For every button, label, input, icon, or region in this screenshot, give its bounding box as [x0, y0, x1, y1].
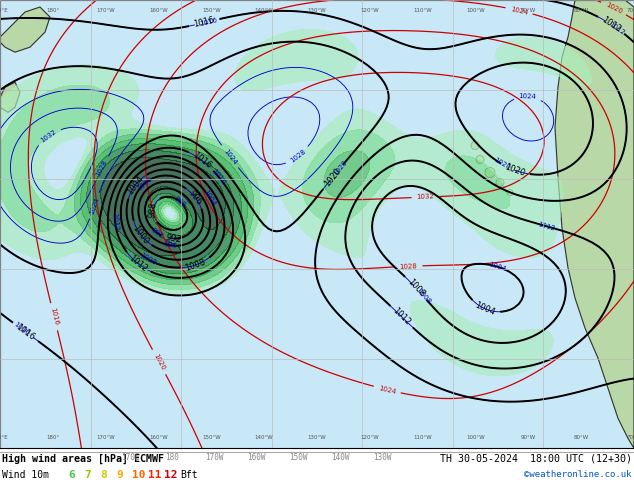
Text: 100°W: 100°W: [466, 8, 485, 13]
Text: 80°W: 80°W: [574, 435, 589, 441]
Text: 1012: 1012: [537, 221, 556, 232]
Text: 1000: 1000: [136, 175, 153, 192]
Circle shape: [476, 155, 484, 164]
Text: 9: 9: [116, 470, 123, 480]
Text: 140°W: 140°W: [255, 8, 273, 13]
Text: 992: 992: [165, 233, 183, 245]
Text: 170°E: 170°E: [0, 8, 8, 13]
Text: 150W: 150W: [288, 453, 307, 462]
Text: 120°W: 120°W: [361, 435, 379, 441]
Polygon shape: [555, 0, 634, 448]
Circle shape: [471, 142, 479, 149]
Text: 170W: 170W: [205, 453, 223, 462]
Text: 8: 8: [100, 470, 107, 480]
Text: 150°W: 150°W: [202, 435, 221, 441]
Text: 1016: 1016: [49, 307, 59, 326]
Text: 150°W: 150°W: [202, 8, 221, 13]
Text: 1012: 1012: [391, 306, 412, 327]
Text: 1004: 1004: [474, 300, 496, 317]
Text: 1016: 1016: [15, 322, 37, 342]
Text: 996: 996: [163, 242, 178, 249]
Text: 1020: 1020: [493, 157, 512, 171]
Text: 180: 180: [165, 453, 179, 462]
Text: 1012: 1012: [111, 213, 119, 231]
Text: 90°W: 90°W: [521, 435, 536, 441]
Text: 10: 10: [132, 470, 145, 480]
Text: 1020: 1020: [503, 162, 526, 178]
Polygon shape: [0, 7, 50, 52]
Text: 130W: 130W: [373, 453, 391, 462]
Polygon shape: [0, 0, 634, 448]
Text: 11: 11: [148, 470, 162, 480]
Text: 1008: 1008: [406, 277, 427, 299]
Text: 1032: 1032: [417, 194, 434, 200]
Text: 6: 6: [68, 470, 75, 480]
Text: 140W: 140W: [331, 453, 349, 462]
Text: Bft: Bft: [180, 470, 198, 480]
Text: 1020: 1020: [323, 166, 343, 188]
Text: 1024: 1024: [510, 6, 528, 16]
Text: ©weatheronline.co.uk: ©weatheronline.co.uk: [524, 470, 632, 479]
Text: 170°E: 170°E: [0, 435, 8, 441]
Text: 1012: 1012: [600, 15, 623, 34]
Text: 130°W: 130°W: [307, 8, 327, 13]
Text: 1004: 1004: [202, 188, 216, 207]
Text: 996: 996: [187, 188, 204, 206]
Text: 170E: 170E: [120, 453, 139, 462]
Text: 70°W: 70°W: [626, 8, 634, 13]
Text: 1028: 1028: [399, 263, 418, 270]
Text: 1008: 1008: [184, 257, 207, 272]
Text: 992: 992: [150, 227, 165, 239]
Text: 90°W: 90°W: [521, 8, 536, 13]
Text: 988: 988: [148, 201, 158, 218]
Circle shape: [485, 168, 495, 177]
Text: 170°W: 170°W: [96, 8, 115, 13]
Text: 120°W: 120°W: [361, 8, 379, 13]
Text: 1012: 1012: [127, 253, 148, 273]
Text: 170°W: 170°W: [96, 435, 115, 441]
Text: High wind areas [hPa] ECMWF: High wind areas [hPa] ECMWF: [2, 453, 164, 464]
Text: 100°W: 100°W: [466, 435, 485, 441]
Polygon shape: [0, 82, 20, 112]
Text: 130°W: 130°W: [307, 435, 327, 441]
Text: 1028: 1028: [95, 159, 109, 178]
Text: 1024: 1024: [378, 385, 396, 395]
Text: 1016: 1016: [199, 17, 218, 26]
Text: 1016: 1016: [191, 150, 213, 171]
Text: 110°W: 110°W: [413, 435, 432, 441]
Text: 1020: 1020: [604, 1, 623, 15]
Text: 1000: 1000: [131, 223, 150, 245]
Text: 12: 12: [164, 470, 178, 480]
Text: 160W: 160W: [247, 453, 265, 462]
Text: 988: 988: [173, 195, 187, 208]
Text: 110°W: 110°W: [413, 8, 432, 13]
Text: 1020: 1020: [332, 159, 349, 176]
Text: 1008: 1008: [139, 252, 157, 267]
Text: 1024: 1024: [222, 147, 238, 166]
Text: 1004: 1004: [488, 261, 507, 272]
Text: 180°: 180°: [46, 8, 60, 13]
Text: 140°W: 140°W: [255, 435, 273, 441]
Circle shape: [507, 190, 513, 196]
Text: 1020: 1020: [152, 353, 166, 371]
Text: TH 30-05-2024  18:00 UTC (12+30): TH 30-05-2024 18:00 UTC (12+30): [440, 453, 632, 464]
Text: 1016: 1016: [13, 321, 31, 337]
Text: 160°W: 160°W: [149, 435, 168, 441]
Text: 1016: 1016: [210, 168, 227, 186]
Text: 1024: 1024: [519, 93, 536, 100]
Text: 1016: 1016: [193, 16, 216, 29]
Text: 70°W: 70°W: [626, 435, 634, 441]
Text: 1028: 1028: [289, 148, 307, 164]
Text: 180°: 180°: [46, 435, 60, 441]
Text: 1032: 1032: [39, 128, 58, 144]
Text: 80°W: 80°W: [574, 8, 589, 13]
Circle shape: [496, 178, 504, 187]
Text: Wind 10m: Wind 10m: [2, 470, 49, 480]
Text: 1024: 1024: [88, 196, 100, 215]
Text: 1004: 1004: [126, 174, 145, 196]
Text: 1008: 1008: [415, 288, 432, 305]
Text: 160°W: 160°W: [149, 8, 168, 13]
Text: 1012: 1012: [608, 21, 626, 36]
Text: 7: 7: [84, 470, 91, 480]
